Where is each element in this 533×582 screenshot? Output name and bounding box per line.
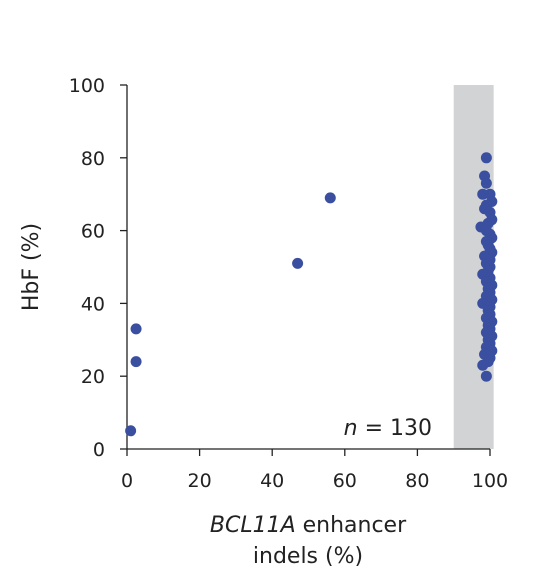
x-axis-title-rest: enhancer [296,513,407,538]
data-point [324,192,336,204]
y-tick-label: 80 [81,148,105,170]
data-point [130,323,142,335]
data-point [480,177,492,189]
data-point [130,356,142,368]
x-tick-label: 0 [121,470,133,492]
x-tick-label: 20 [188,470,212,492]
sample-size-value: = 130 [358,416,432,441]
sample-size-annotation: n = 130 [344,416,432,441]
y-tick-label: 100 [69,75,105,97]
data-point [477,359,489,371]
data-point [125,425,137,437]
x-tick-label: 40 [260,470,284,492]
data-point [480,152,492,164]
y-tick-label: 40 [81,293,105,315]
axes-layer: 0 20 40 60 80 100 0 20 40 60 80 100 [69,75,508,492]
points-layer [125,152,498,437]
y-axis-title: HbF (%) [19,223,44,311]
y-tick-label: 0 [93,439,105,461]
y-tick-label: 20 [81,366,105,388]
sample-size-n: n [344,416,358,441]
x-axis-title-line2: indels (%) [253,544,363,569]
data-point [480,370,492,382]
x-axis-title-line1: BCL11A enhancer [210,513,407,538]
x-tick-label: 60 [333,470,357,492]
x-axis-title-italic: BCL11A [210,513,296,538]
x-tick-label: 100 [472,470,508,492]
data-point [292,257,304,269]
y-tick-label: 60 [81,221,105,243]
x-tick-label: 80 [405,470,429,492]
